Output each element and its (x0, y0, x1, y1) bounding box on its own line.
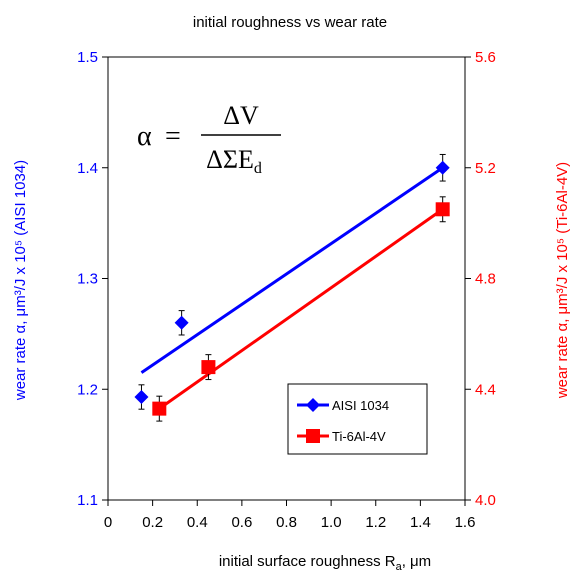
legend-marker-ti (306, 429, 320, 443)
data-point-ti (152, 401, 167, 416)
x-tick-label: 1.4 (410, 514, 431, 531)
formula-denominator-main: ΔΣE (206, 145, 254, 174)
formula: α = ΔV ΔΣEd (137, 101, 281, 177)
formula-denominator: ΔΣEd (206, 145, 262, 177)
y-axis-label-right: wear rate α, μm³/J x 10⁵ (Ti-6Al-4V) (554, 162, 571, 399)
y-right-tick-label: 5.2 (475, 160, 496, 177)
formula-denominator-sub: d (254, 160, 262, 177)
x-tick-label: 0.4 (187, 514, 208, 531)
formula-numerator: ΔV (223, 101, 259, 130)
data-point-ti (435, 202, 450, 217)
x-axis-label-main: initial surface roughness R (219, 553, 396, 570)
data-point-ti (201, 360, 216, 375)
x-axis-label-sub: a (396, 561, 403, 573)
formula-lhs: α (137, 121, 152, 152)
y-left-tick-label: 1.1 (77, 492, 98, 509)
x-tick-label: 0.8 (276, 514, 297, 531)
y-axis-label-left: wear rate α, μm³/J x 10⁵ (AISI 1034) (12, 160, 29, 401)
legend-label-ti: Ti-6Al-4V (332, 429, 386, 444)
legend-label-aisi: AISI 1034 (332, 398, 389, 413)
data-point-aisi (174, 315, 189, 330)
x-tick-label: 0.2 (142, 514, 163, 531)
y-left-tick-label: 1.4 (77, 160, 98, 177)
y-left-tick-label: 1.3 (77, 271, 98, 288)
y-left-tick-label: 1.2 (77, 381, 98, 398)
formula-eq: = (165, 121, 181, 152)
y-right-tick-label: 5.6 (475, 49, 496, 66)
chart-title: initial roughness vs wear rate (193, 14, 387, 31)
x-axis-label-unit: , μm (402, 553, 431, 570)
trendline-aisi (140, 166, 444, 374)
x-tick-label: 1.2 (365, 514, 386, 531)
data-point-aisi (435, 160, 450, 175)
x-tick-label: 0.6 (231, 514, 252, 531)
legend-marker-aisi (306, 398, 320, 412)
y-right-tick-label: 4.4 (475, 381, 496, 398)
plot-area: 0 0.2 0.4 0.6 0.8 1.0 1.2 1.4 1.6 1.1 1.2 1.3 1.4 1.5… (77, 49, 496, 531)
x-tick-label: 0 (104, 514, 112, 531)
y-right-tick-label: 4.8 (475, 271, 496, 288)
data-point-aisi (134, 390, 149, 405)
y-right-tick-label: 4.0 (475, 492, 496, 509)
x-axis-label: initial surface roughness Ra, μm (219, 553, 431, 573)
trendline-ti (158, 208, 444, 410)
y-left-tick-label: 1.5 (77, 49, 98, 66)
x-tick-label: 1.6 (455, 514, 476, 531)
x-tick-label: 1.0 (321, 514, 342, 531)
legend: AISI 1034 Ti-6Al-4V (287, 383, 428, 455)
